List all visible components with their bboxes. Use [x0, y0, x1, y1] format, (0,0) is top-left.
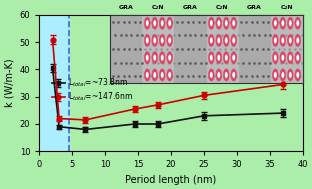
Y-axis label: k (W/m-K): k (W/m-K)	[4, 59, 14, 107]
Bar	[39, 15, 69, 151]
X-axis label: Period length (nm): Period length (nm)	[125, 175, 217, 185]
Legend: L$_{total}$=~73.8nm, L$_{total}$=~147.6nm: L$_{total}$=~73.8nm, L$_{total}$=~147.6n…	[48, 73, 136, 106]
